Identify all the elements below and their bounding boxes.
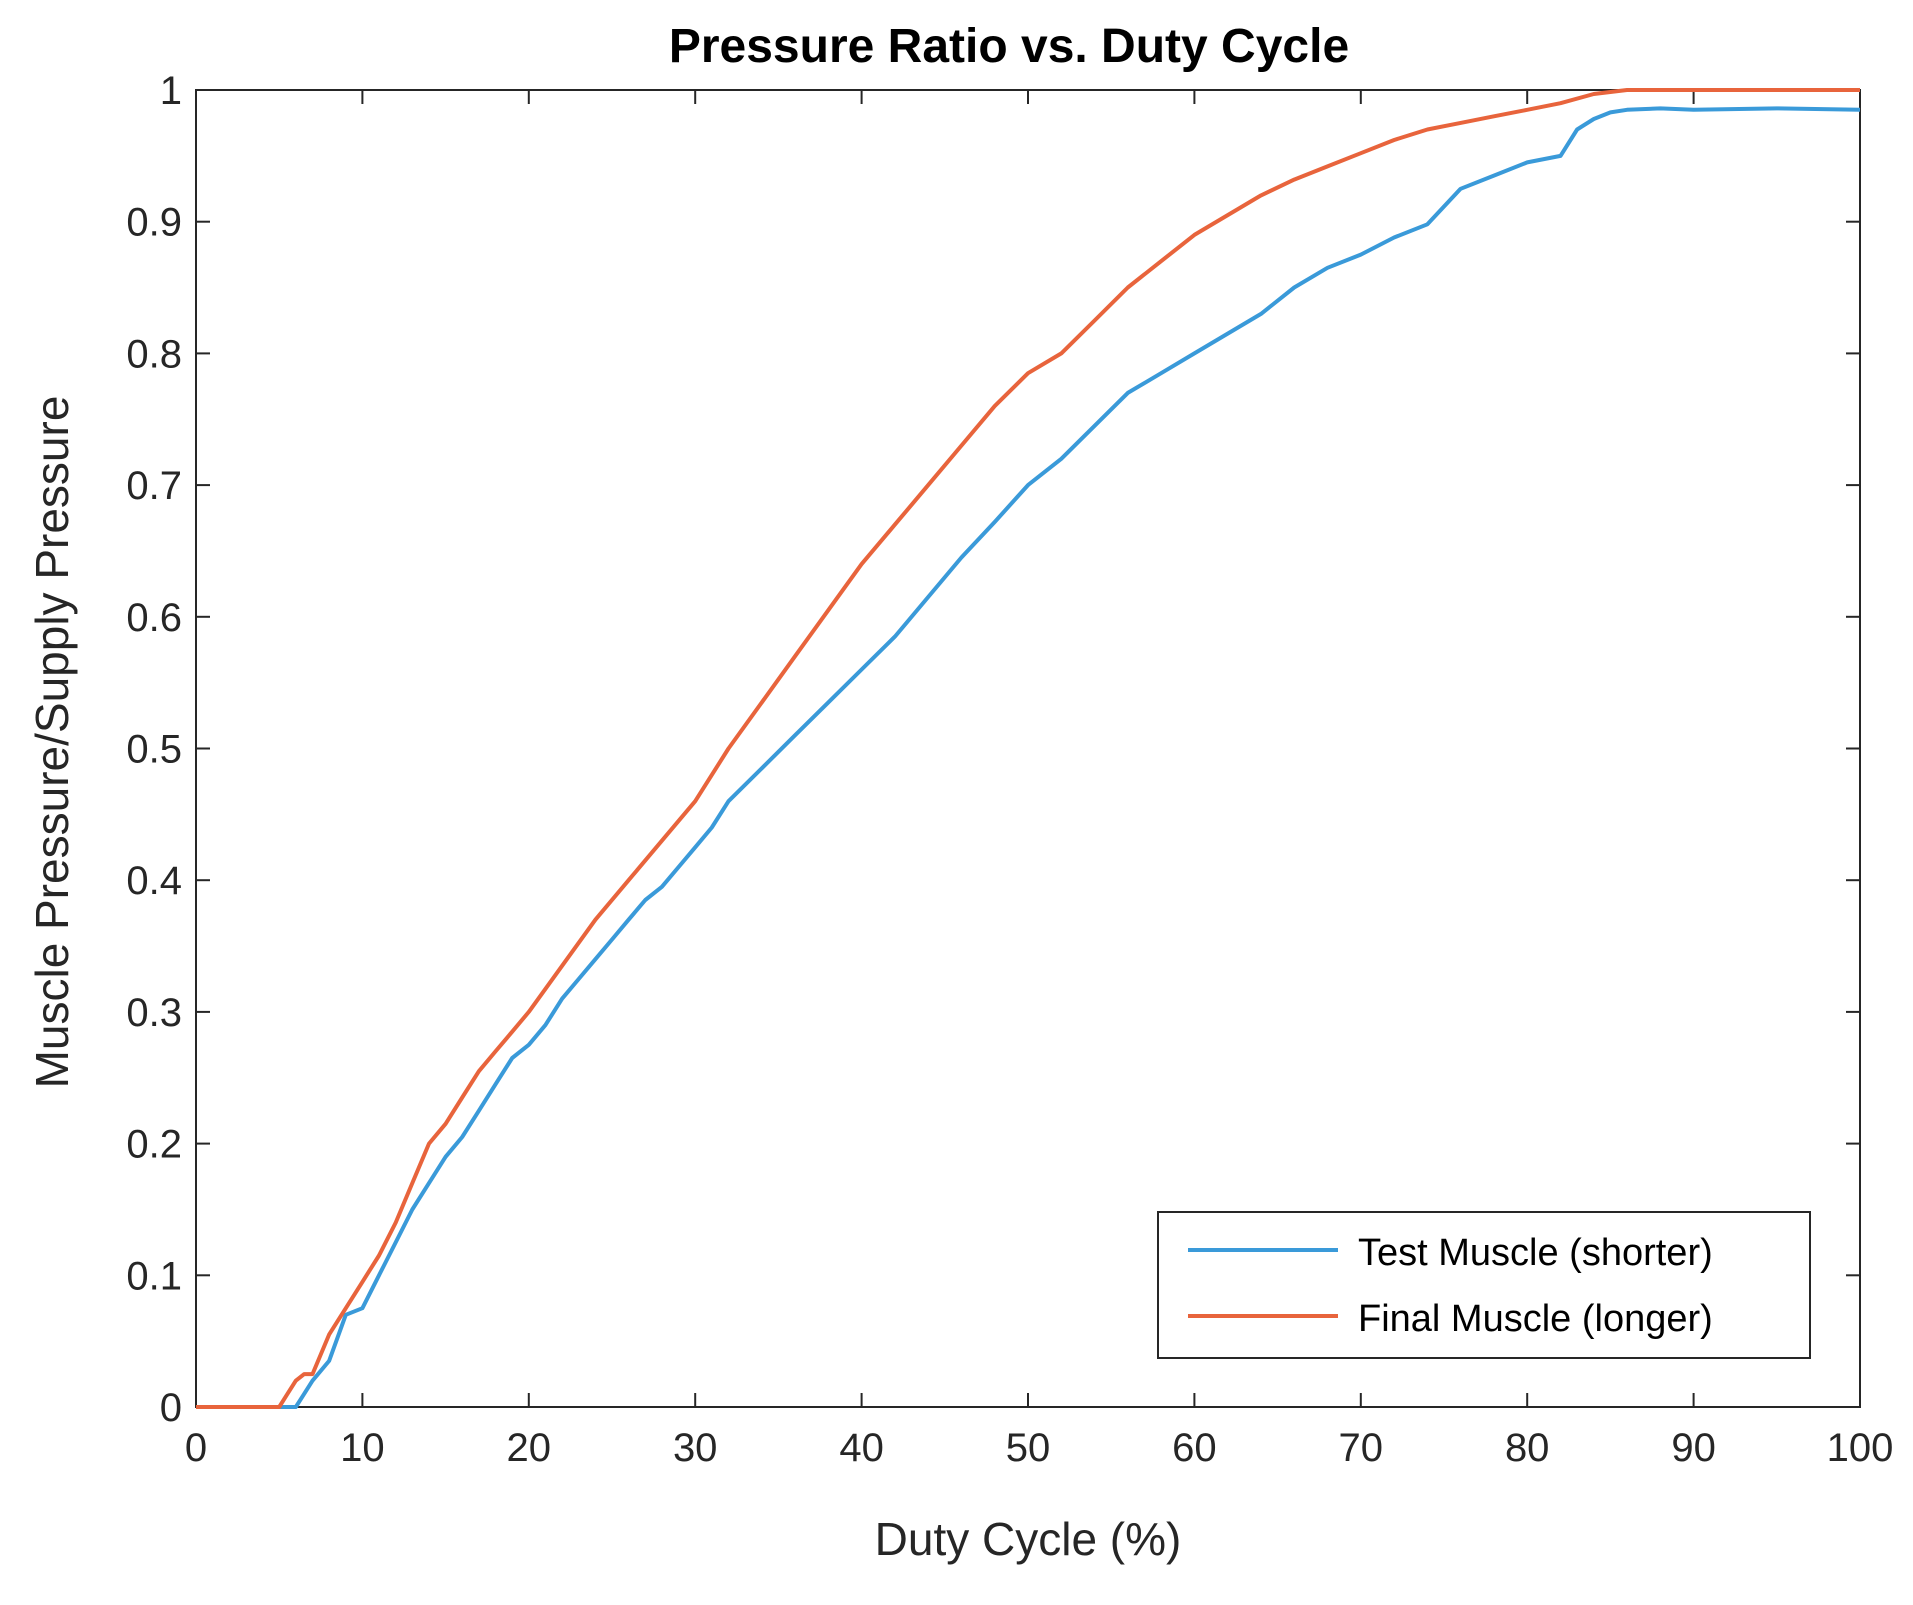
series-line-final-muscle — [196, 88, 1860, 1409]
y-tick-label: 0.5 — [126, 728, 182, 772]
axes: 0 10 20 30 40 50 60 70 80 90 100 0 0.1 0.2 0.3 0.4 0.5 0.… — [126, 69, 1893, 1470]
x-tick-label: 20 — [507, 1426, 552, 1470]
series-line-test-muscle — [196, 106, 1861, 1409]
y-tick-label: 0.7 — [126, 464, 182, 508]
y-tick-label: 0.4 — [126, 859, 182, 903]
y-tick-label: 0.6 — [126, 596, 182, 640]
y-tick-label: 0 — [160, 1386, 182, 1430]
x-axis-label: Duty Cycle (%) — [875, 1513, 1182, 1565]
x-tick-label: 10 — [340, 1426, 385, 1470]
y-tick-label: 0.1 — [126, 1254, 182, 1298]
legend: Test Muscle (shorter) Final Muscle (long… — [1157, 1211, 1811, 1359]
plot-frame — [195, 89, 1861, 1408]
y-tick-label: 0.3 — [126, 991, 182, 1035]
x-tick-label: 0 — [185, 1426, 207, 1470]
x-tick-label: 40 — [839, 1426, 884, 1470]
x-tick-label: 90 — [1671, 1426, 1716, 1470]
y-tick-label: 0.2 — [126, 1123, 182, 1167]
x-tick-label: 30 — [673, 1426, 718, 1470]
chart-title: Pressure Ratio vs. Duty Cycle — [669, 20, 1349, 73]
plot-series — [196, 88, 1861, 1409]
legend-box — [1157, 1211, 1811, 1359]
x-tick-label: 60 — [1172, 1426, 1217, 1470]
x-tick-label: 50 — [1006, 1426, 1051, 1470]
x-tick-label: 80 — [1505, 1426, 1550, 1470]
legend-label-final-muscle: Final Muscle (longer) — [1358, 1298, 1713, 1340]
y-tick-label: 0.9 — [126, 201, 182, 245]
x-tick-label: 100 — [1827, 1426, 1894, 1470]
legend-label-test-muscle: Test Muscle (shorter) — [1358, 1232, 1713, 1274]
x-tick-label: 70 — [1339, 1426, 1384, 1470]
y-axis-label: Muscle Pressure/Supply Pressure — [26, 396, 78, 1089]
y-tick-label: 0.8 — [126, 332, 182, 376]
y-tick-label: 1 — [160, 69, 182, 113]
